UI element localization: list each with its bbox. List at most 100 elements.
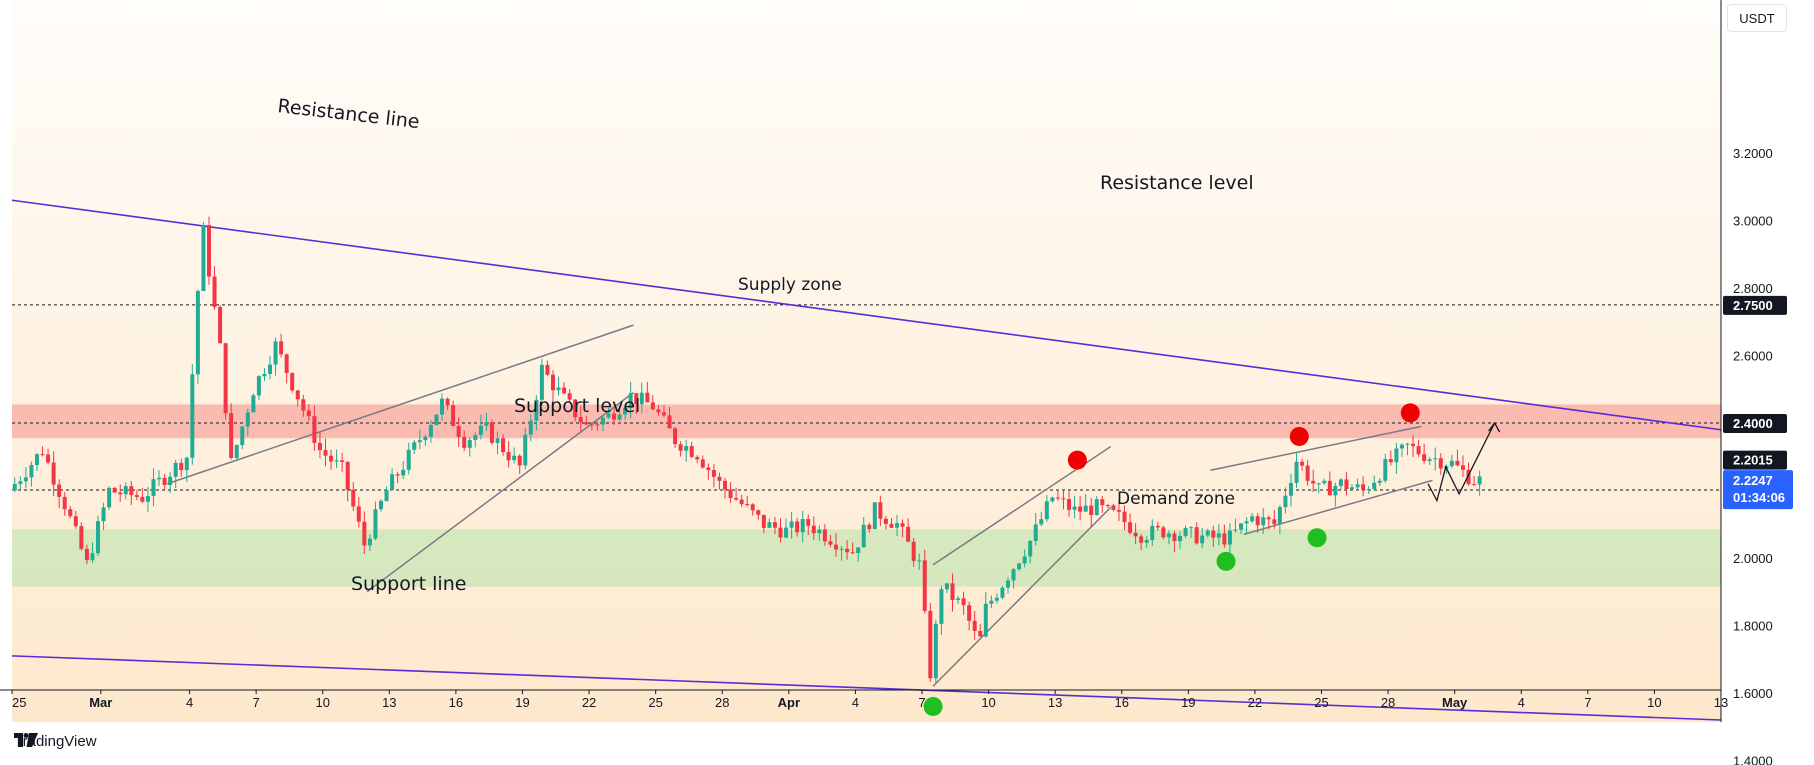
support-price-badge[interactable]: 2.2015 xyxy=(1723,450,1787,470)
candle[interactable] xyxy=(634,393,639,415)
candle[interactable] xyxy=(140,488,145,504)
candle[interactable] xyxy=(18,476,23,490)
candle[interactable] xyxy=(822,524,827,546)
candle[interactable] xyxy=(195,289,200,384)
candle[interactable] xyxy=(1216,523,1221,546)
candle[interactable] xyxy=(706,463,711,480)
candle[interactable] xyxy=(334,449,339,468)
candle[interactable] xyxy=(573,398,578,422)
candle[interactable] xyxy=(994,593,999,604)
candle[interactable] xyxy=(1377,478,1382,487)
candle[interactable] xyxy=(456,417,461,447)
candle[interactable] xyxy=(928,602,933,682)
candle[interactable] xyxy=(201,221,206,292)
candle[interactable] xyxy=(373,501,378,541)
candle[interactable] xyxy=(434,414,439,426)
candle[interactable] xyxy=(745,495,750,507)
candle[interactable] xyxy=(501,434,506,456)
candle[interactable] xyxy=(478,414,483,440)
candle[interactable] xyxy=(750,503,755,516)
candle[interactable] xyxy=(911,537,916,567)
candle[interactable] xyxy=(795,517,800,537)
candle[interactable] xyxy=(1150,519,1155,547)
candle[interactable] xyxy=(284,353,289,384)
candle[interactable] xyxy=(306,404,311,422)
candle[interactable] xyxy=(1372,475,1377,491)
candle[interactable] xyxy=(1283,487,1288,514)
candle[interactable] xyxy=(1083,494,1088,512)
candle[interactable] xyxy=(395,472,400,484)
candle[interactable] xyxy=(495,431,500,455)
candle[interactable] xyxy=(550,370,555,402)
candle[interactable] xyxy=(101,502,106,531)
candle[interactable] xyxy=(1033,513,1038,546)
candle[interactable] xyxy=(723,477,728,499)
candle[interactable] xyxy=(756,509,761,520)
candle[interactable] xyxy=(612,407,617,426)
candle[interactable] xyxy=(972,610,977,640)
candle[interactable] xyxy=(534,395,539,431)
candle[interactable] xyxy=(1433,447,1438,471)
candle[interactable] xyxy=(1111,503,1116,512)
candle[interactable] xyxy=(345,461,350,502)
candle[interactable] xyxy=(1133,523,1138,545)
candle[interactable] xyxy=(229,403,234,460)
candle[interactable] xyxy=(606,407,611,419)
candle[interactable] xyxy=(1116,500,1121,522)
candle[interactable] xyxy=(650,395,655,411)
candle[interactable] xyxy=(883,515,888,530)
candle[interactable] xyxy=(145,487,150,512)
candle[interactable] xyxy=(1300,458,1305,471)
candle[interactable] xyxy=(734,487,739,501)
candle[interactable] xyxy=(889,518,894,529)
channel-3-lower[interactable] xyxy=(1243,479,1433,536)
candle[interactable] xyxy=(51,451,56,497)
candle[interactable] xyxy=(1089,498,1094,527)
candle[interactable] xyxy=(1261,508,1266,534)
candle[interactable] xyxy=(1250,512,1255,524)
candle[interactable] xyxy=(567,389,572,403)
candle[interactable] xyxy=(129,481,134,505)
candle[interactable] xyxy=(684,439,689,462)
candle[interactable] xyxy=(944,583,949,593)
candle[interactable] xyxy=(179,458,184,478)
support-line[interactable] xyxy=(11,655,1722,721)
candle[interactable] xyxy=(351,482,356,512)
candle[interactable] xyxy=(1144,536,1149,548)
candle[interactable] xyxy=(1338,478,1343,490)
candle[interactable] xyxy=(1000,585,1005,600)
candle[interactable] xyxy=(462,430,467,452)
candle[interactable] xyxy=(1388,450,1393,466)
resistance-price-badge[interactable]: 2.7500 xyxy=(1723,295,1787,315)
candle[interactable] xyxy=(1322,478,1327,485)
candle[interactable] xyxy=(1155,521,1160,531)
candle[interactable] xyxy=(1205,528,1210,538)
candle[interactable] xyxy=(739,494,744,507)
candle[interactable] xyxy=(123,482,128,500)
candle[interactable] xyxy=(856,547,861,562)
candle[interactable] xyxy=(1438,453,1443,475)
candle[interactable] xyxy=(317,432,322,459)
candle[interactable] xyxy=(90,542,95,563)
resistance-line[interactable] xyxy=(11,199,1722,431)
candle[interactable] xyxy=(1383,453,1388,483)
candle[interactable] xyxy=(917,553,922,570)
candle[interactable] xyxy=(956,595,961,605)
candle[interactable] xyxy=(1455,449,1460,467)
candle[interactable] xyxy=(134,489,139,501)
candle[interactable] xyxy=(1288,473,1293,507)
candle[interactable] xyxy=(1472,475,1477,486)
candle[interactable] xyxy=(1244,517,1249,534)
candle[interactable] xyxy=(1105,503,1110,508)
candle[interactable] xyxy=(1166,530,1171,545)
candle[interactable] xyxy=(562,382,567,395)
candle[interactable] xyxy=(445,397,450,411)
candle[interactable] xyxy=(628,381,633,419)
candle[interactable] xyxy=(279,333,284,358)
candle[interactable] xyxy=(656,404,661,416)
candle[interactable] xyxy=(1022,549,1027,568)
candle[interactable] xyxy=(473,432,478,448)
candle[interactable] xyxy=(1411,435,1416,457)
candle[interactable] xyxy=(1194,522,1199,545)
